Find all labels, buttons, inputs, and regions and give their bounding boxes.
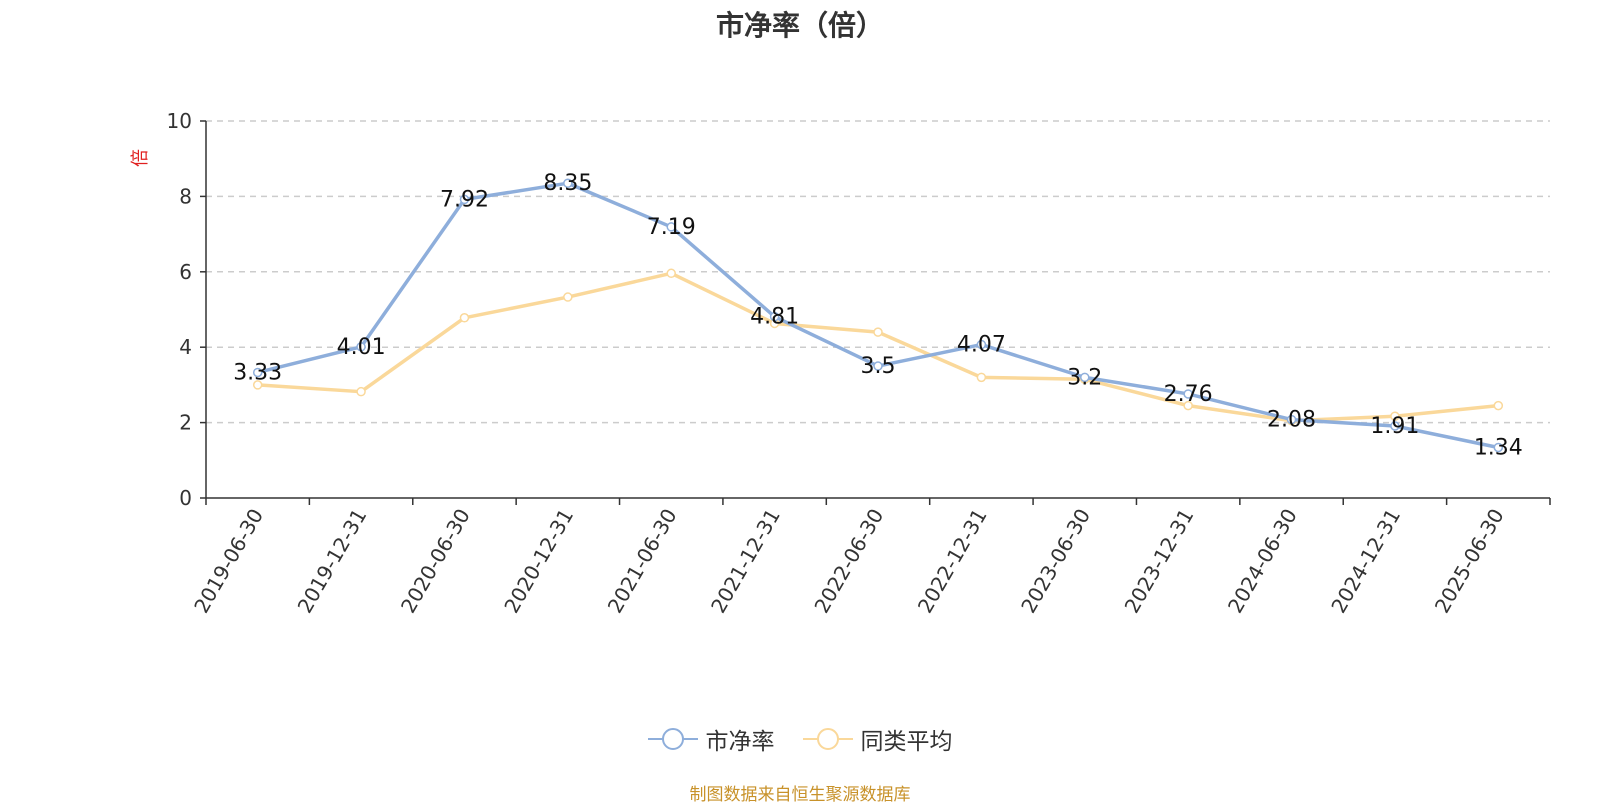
data-point [666,222,676,232]
data-point [666,268,676,279]
data-label: 8.35 [543,171,592,196]
data-point [1183,389,1193,399]
x-tick-label: 2020-12-31 [499,505,578,618]
source-note: 制图数据来自恒生聚源数据库 [689,785,911,805]
series-lines [252,178,1504,453]
y-tick-label: 6 [179,260,192,284]
data-label: 7.19 [647,215,696,240]
y-axis-unit-label: 倍 [130,149,151,167]
chart-title: 市净率（倍） [715,9,884,42]
legend: 市净率 同类平均 [0,722,1600,756]
data-point [976,372,987,383]
data-point [1183,400,1193,411]
data-point [1493,442,1504,453]
data-point [252,367,263,378]
data-point [769,311,780,322]
data-label: 7.92 [440,187,489,212]
y-tick-label: 2 [179,411,192,435]
data-label: 4.81 [750,305,799,330]
x-tick-label: 2019-06-30 [189,505,268,618]
data-point [976,339,987,350]
legend-label: 市净率 [705,729,775,755]
data-label: 3.2 [1067,365,1102,390]
data-point [1493,400,1504,411]
data-point [252,380,263,390]
grid-lines [206,120,1550,424]
legend-label: 同类平均 [860,729,953,755]
x-tick-label: 2020-06-30 [396,505,475,618]
x-tick-label: 2021-12-31 [706,505,785,618]
y-tick-label: 10 [167,109,192,133]
data-point [356,342,366,352]
data-label: 1.91 [1370,414,1419,439]
legend-marker-icon [802,728,853,750]
x-tick-label: 2019-12-31 [293,505,372,618]
x-tick-label: 2024-12-31 [1326,505,1405,618]
data-label: 4.07 [957,333,1006,358]
y-tick-label: 4 [179,335,192,359]
x-tick-label: 2023-06-30 [1016,505,1095,618]
data-label: 1.34 [1474,435,1523,460]
legend-item[interactable]: 市净率 [647,722,775,756]
data-point [873,361,883,371]
axes: 0 2 4 6 8 10 2019-06-30 2019-12-31 2020-06-30 202… [167,109,1551,618]
x-tick-label: 2025-06-30 [1430,505,1509,618]
data-label: 3.33 [233,360,282,385]
legend-item[interactable]: 同类平均 [802,722,953,756]
x-tick-label: 2022-06-30 [809,505,888,618]
data-labels: 3.33 4.01 7.92 8.35 7.19 4.81 3.5 4.07 3.2 2.76 2.… [233,171,1523,460]
x-tick-label: 2024-06-30 [1223,505,1302,618]
y-tick-label: 0 [179,486,192,510]
x-tick-label: 2021-06-30 [603,505,682,618]
y-tick-label: 8 [179,184,192,208]
data-point [563,178,573,188]
data-point [873,327,883,337]
data-point [563,292,573,302]
data-point [1390,411,1400,421]
x-tick-label: 2023-12-31 [1120,505,1199,618]
data-point [1080,372,1090,383]
data-point [459,194,470,205]
data-point [459,313,470,323]
data-point [1390,421,1400,431]
data-label: 2.76 [1164,382,1213,407]
data-label: 3.5 [861,354,896,379]
data-label: 2.08 [1267,408,1316,433]
data-point [356,386,366,397]
legend-marker-icon [647,728,698,750]
data-label: 4.01 [337,335,386,360]
x-tick-label: 2022-12-31 [913,505,992,618]
data-point [1286,414,1297,425]
